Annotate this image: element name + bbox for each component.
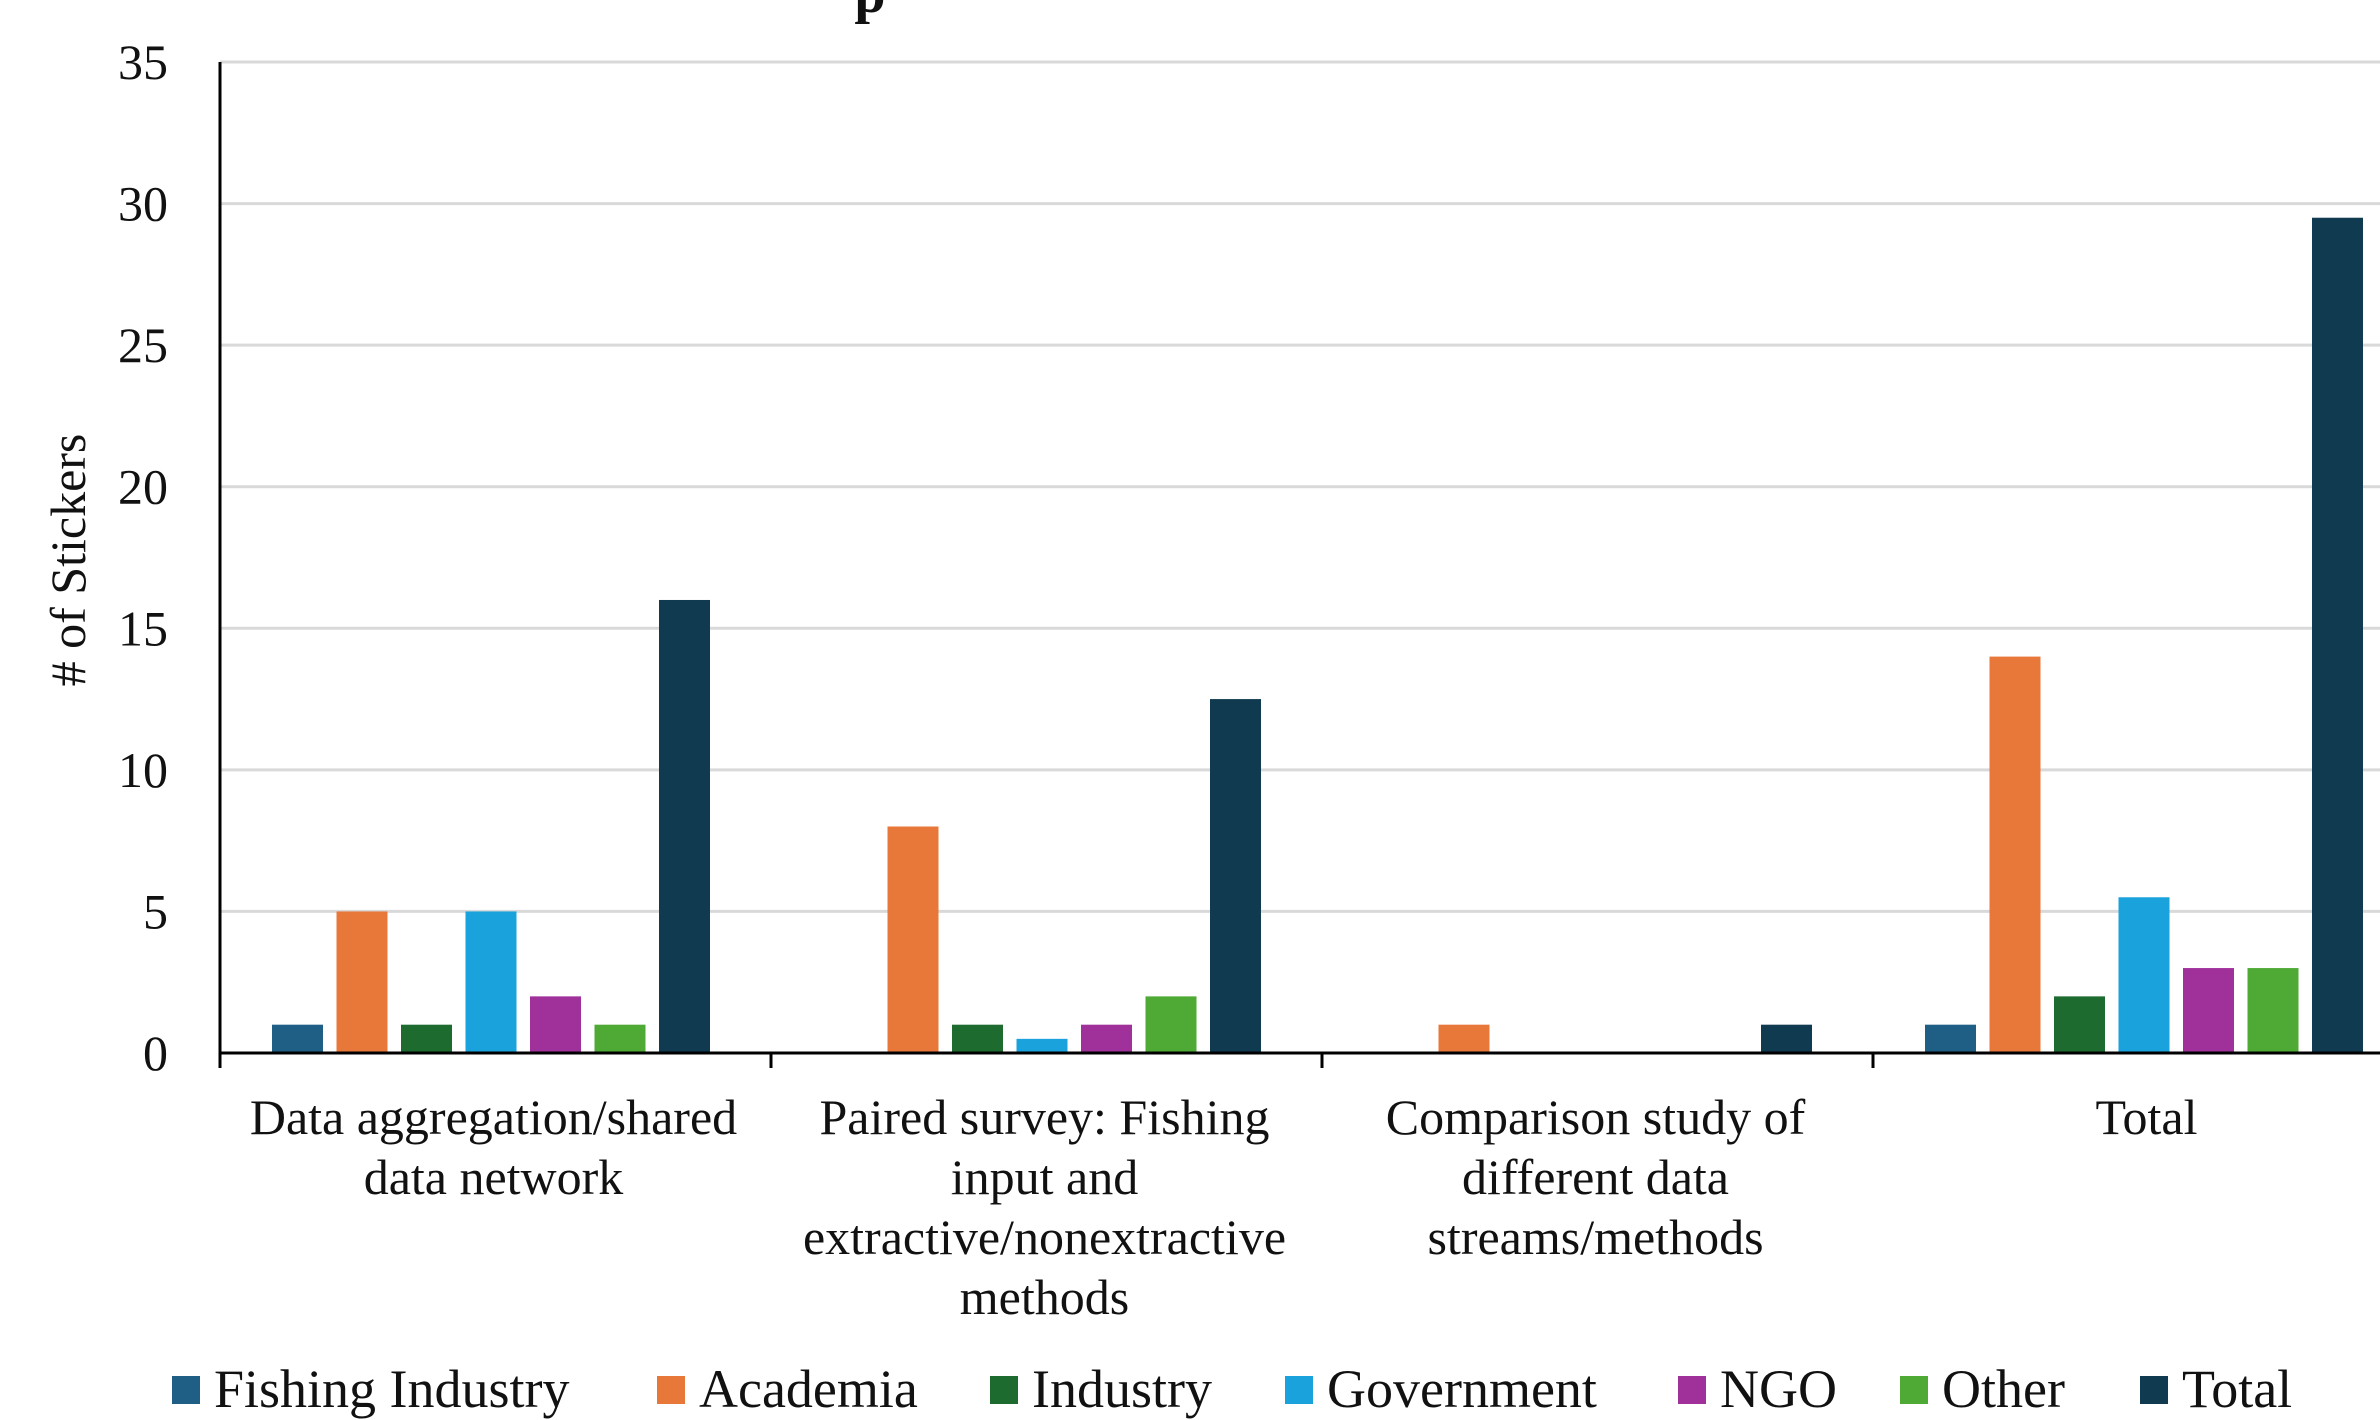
category-label: input and — [951, 1149, 1138, 1205]
y-tick-labels: 0 5 10 15 20 25 30 35 — [118, 34, 168, 1081]
y-tick-label: 25 — [118, 317, 168, 373]
legend-label: NGO — [1720, 1359, 1837, 1419]
bar-industry-3 — [2054, 996, 2105, 1053]
y-tick-label: 10 — [118, 742, 168, 798]
y-tick-label: 35 — [118, 34, 168, 90]
category-label: extractive/nonextractive — [803, 1209, 1286, 1265]
bar-total-2 — [1761, 1024, 1812, 1053]
bar-other-1 — [1145, 996, 1197, 1053]
legend-label: Academia — [699, 1359, 918, 1419]
gridlines — [220, 60, 2380, 913]
category-label: different data — [1462, 1149, 1729, 1205]
y-tick-label: 0 — [143, 1025, 168, 1081]
category-label: Data aggregation/shared — [250, 1089, 737, 1145]
legend-label: Total — [2182, 1359, 2292, 1419]
bar-ngo-3 — [2183, 968, 2234, 1053]
bar-total-0 — [659, 599, 710, 1053]
bar-government-0 — [465, 911, 517, 1053]
y-tick-label: 15 — [118, 600, 168, 656]
bars — [272, 217, 2363, 1053]
bar-other-3 — [2247, 968, 2299, 1053]
legend-swatch — [172, 1376, 200, 1404]
legend-swatch — [1678, 1376, 1706, 1404]
legend-label: Industry — [1032, 1359, 1212, 1419]
category-label: Paired survey: Fishing — [820, 1089, 1270, 1145]
bar-total-3 — [2312, 217, 2363, 1053]
category-label: streams/methods — [1427, 1209, 1763, 1265]
category-label: Total — [2095, 1089, 2197, 1145]
legend-label: Other — [1942, 1359, 2065, 1419]
category-label: data network — [364, 1149, 624, 1205]
legend-swatch — [990, 1376, 1018, 1404]
legend-swatch — [2140, 1376, 2168, 1404]
legend: Fishing Industry Academia Industry Governme… — [172, 1359, 2292, 1419]
bar-academia-2 — [1438, 1024, 1490, 1053]
legend-swatch — [657, 1376, 685, 1404]
bar-total-1 — [1210, 699, 1261, 1053]
axes — [218, 62, 2380, 1068]
y-tick-label: 5 — [143, 883, 168, 939]
legend-swatch — [1285, 1376, 1313, 1404]
bar-government-1 — [1016, 1038, 1068, 1053]
category-label: Comparison study of — [1386, 1089, 1806, 1145]
bar-government-3 — [2118, 897, 2170, 1053]
legend-label: Government — [1327, 1359, 1597, 1419]
category-label: methods — [960, 1269, 1129, 1325]
bar-fishing-industry-0 — [272, 1024, 323, 1053]
bar-academia-1 — [887, 826, 939, 1053]
bar-other-0 — [594, 1024, 646, 1053]
bar-industry-1 — [952, 1024, 1003, 1053]
bar-academia-0 — [336, 911, 388, 1053]
bar-fishing-industry-3 — [1925, 1024, 1976, 1053]
bar-industry-0 — [401, 1024, 452, 1053]
chart-title-fragment: p — [854, 0, 885, 25]
bar-ngo-1 — [1081, 1024, 1132, 1053]
y-axis-label: # of Stickers — [40, 434, 96, 687]
bar-ngo-0 — [530, 996, 581, 1053]
legend-swatch — [1900, 1376, 1928, 1404]
legend-label: Fishing Industry — [214, 1359, 570, 1419]
y-tick-label: 30 — [118, 176, 168, 232]
y-tick-label: 20 — [118, 459, 168, 515]
bar-academia-3 — [1989, 656, 2041, 1053]
